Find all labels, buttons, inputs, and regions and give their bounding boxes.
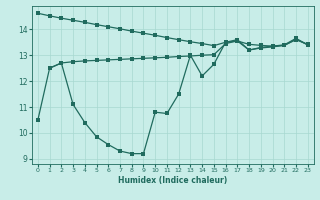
X-axis label: Humidex (Indice chaleur): Humidex (Indice chaleur) xyxy=(118,176,228,185)
